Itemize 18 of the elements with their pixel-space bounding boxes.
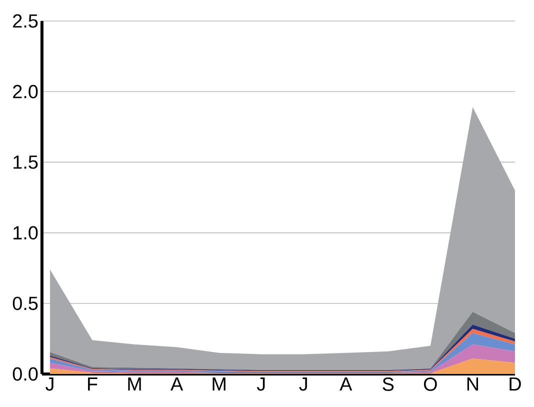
y-tick-label: 0.0 [12, 367, 38, 381]
y-tick-label: 1.0 [14, 226, 38, 240]
y-tick-label: 2.5 [13, 14, 38, 28]
x-tick-label: J [46, 378, 54, 391]
x-tick-label: N [467, 378, 478, 391]
y-tick-label: 0.5 [12, 296, 38, 310]
y-tick-label: 2.0 [13, 84, 38, 98]
x-tick-label: F [88, 378, 98, 391]
x-tick-label: D [510, 378, 521, 391]
y-tick-label: 1.5 [14, 156, 38, 169]
x-tick-label: A [170, 378, 184, 391]
x-tick-label: M [128, 378, 141, 391]
x-tick-label: J [299, 378, 307, 391]
x-tick-label: M [212, 378, 226, 391]
x-tick-label: J [256, 378, 265, 391]
x-tick-label: S [382, 378, 394, 391]
x-tick-label: O [424, 378, 437, 391]
x-tick-label: A [340, 378, 352, 391]
